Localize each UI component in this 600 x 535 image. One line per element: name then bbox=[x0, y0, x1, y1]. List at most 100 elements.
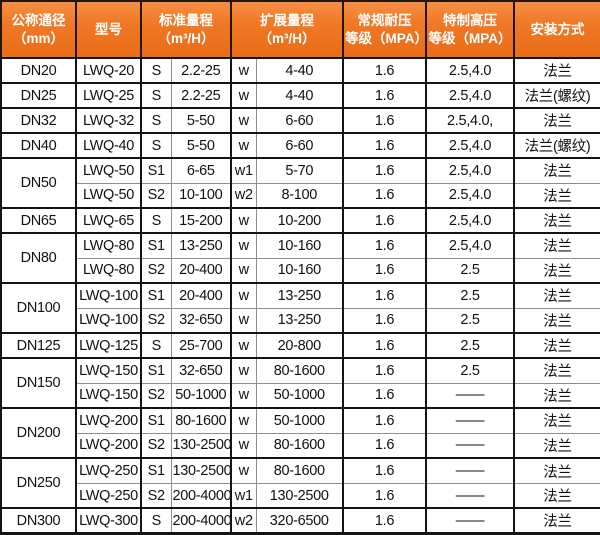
cell-normal-pressure: 1.6 bbox=[342, 207, 427, 234]
cell-high-pressure: 2.5 bbox=[425, 357, 515, 384]
cell-ext-range: 80-1600 bbox=[255, 432, 344, 459]
cell-high-pressure: —— bbox=[425, 407, 515, 434]
cell-ext-range: 10-160 bbox=[255, 232, 344, 259]
cell-std-range: 50-1000 bbox=[170, 382, 232, 409]
cell-std-code: S2 bbox=[140, 307, 172, 334]
cell-std-range: 5-50 bbox=[170, 132, 232, 159]
table-row: DN200 LWQ-200 S1 80-1600 w 50-1000 1.6 —— 法兰 bbox=[0, 407, 600, 459]
cell-high-pressure: 2.5,4.0 bbox=[425, 232, 515, 259]
cell-ext-range: 80-1600 bbox=[255, 457, 344, 484]
cell-diameter: DN200 bbox=[0, 407, 77, 459]
cell-ext-code: w bbox=[230, 357, 257, 384]
cell-model: LWQ-150 bbox=[75, 357, 142, 384]
cell-installation: 法兰 bbox=[513, 482, 600, 509]
cell-ext-code: w bbox=[230, 232, 257, 259]
cell-installation: 法兰 bbox=[513, 56, 600, 84]
table-body: DN20 LWQ-20 S 2.2-25 w 4-40 1.6 2.5,4.0 法兰 DN25 LW… bbox=[0, 56, 600, 535]
table-header: 公称通径 （mm） 型号 标准量程 （m³/H） 扩展量程 （m³/H） 常规耐压 等级… bbox=[0, 0, 600, 59]
cell-std-code: S bbox=[140, 332, 172, 359]
cell-ext-code: w bbox=[230, 307, 257, 334]
cell-std-code: S bbox=[140, 107, 172, 134]
cell-high-pressure: 2.5 bbox=[425, 307, 515, 334]
cell-std-range: 25-700 bbox=[170, 332, 232, 359]
cell-std-code: S1 bbox=[140, 357, 172, 384]
cell-ext-range: 6-60 bbox=[255, 132, 344, 159]
table-row: LWQ-80 S2 20-400 w 10-160 1.6 2.5 法兰 bbox=[1, 257, 600, 284]
cell-ext-range: 50-1000 bbox=[255, 382, 344, 409]
cell-ext-range: 6-60 bbox=[255, 107, 344, 134]
cell-std-range: 32-650 bbox=[170, 307, 232, 334]
cell-high-pressure: 2.5,4.0 bbox=[425, 207, 515, 234]
cell-ext-range: 8-100 bbox=[255, 182, 344, 209]
cell-model: LWQ-80 bbox=[75, 257, 142, 284]
cell-high-pressure: 2.5,4.0 bbox=[425, 157, 515, 184]
cell-std-range: 20-400 bbox=[170, 282, 232, 309]
cell-ext-code: w1 bbox=[230, 482, 257, 509]
header-installation: 安装方式 bbox=[513, 0, 600, 59]
cell-high-pressure: 2.5 bbox=[425, 332, 515, 359]
cell-std-range: 2.2-25 bbox=[170, 56, 232, 84]
header-high_pressure: 特制高压 等级（MPA） bbox=[425, 0, 515, 59]
cell-std-code: S1 bbox=[140, 457, 172, 484]
table-row: DN300 LWQ-300 S 200-4000 w2 320-6500 1.6 —— 法兰 bbox=[0, 507, 600, 535]
cell-std-code: S2 bbox=[140, 257, 172, 284]
cell-installation: 法兰 bbox=[513, 207, 600, 234]
cell-normal-pressure: 1.6 bbox=[342, 82, 427, 109]
cell-std-code: S bbox=[140, 507, 172, 535]
table-row: DN40 LWQ-40 S 5-50 w 6-60 1.6 2.5,4.0 法兰(螺纹) bbox=[0, 132, 600, 159]
cell-diameter: DN300 bbox=[0, 507, 77, 535]
cell-high-pressure: 2.5,4.0 bbox=[425, 56, 515, 84]
header-diameter: 公称通径 （mm） bbox=[0, 0, 77, 59]
cell-model: LWQ-125 bbox=[75, 332, 142, 359]
cell-diameter: DN40 bbox=[0, 132, 77, 159]
cell-high-pressure: 2.5,4.0 bbox=[425, 82, 515, 109]
cell-ext-code: w bbox=[230, 332, 257, 359]
table-row: DN100 LWQ-100 S1 20-400 w 13-250 1.6 2.5 法兰 bbox=[0, 282, 600, 334]
cell-high-pressure: —— bbox=[425, 457, 515, 484]
cell-installation: 法兰 bbox=[513, 382, 600, 409]
cell-ext-range: 4-40 bbox=[255, 82, 344, 109]
cell-normal-pressure: 1.6 bbox=[342, 482, 427, 509]
cell-normal-pressure: 1.6 bbox=[342, 507, 427, 535]
cell-ext-code: w bbox=[230, 257, 257, 284]
cell-std-range: 15-200 bbox=[170, 207, 232, 234]
cell-std-range: 200-4000 bbox=[170, 507, 232, 535]
table-row: LWQ-50 S2 10-100 w2 8-100 1.6 2.5,4.0 法兰 bbox=[1, 182, 600, 209]
cell-std-code: S bbox=[140, 132, 172, 159]
table-row: DN125 LWQ-125 S 25-700 w 20-800 1.6 2.5 法兰 bbox=[0, 332, 600, 359]
cell-std-code: S1 bbox=[140, 407, 172, 434]
cell-normal-pressure: 1.6 bbox=[342, 432, 427, 459]
cell-model: LWQ-32 bbox=[75, 107, 142, 134]
cell-high-pressure: 2.5,4.0 bbox=[425, 132, 515, 159]
cell-normal-pressure: 1.6 bbox=[342, 457, 427, 484]
cell-diameter: DN65 bbox=[0, 207, 77, 234]
cell-ext-code: w bbox=[230, 56, 257, 84]
cell-ext-code: w bbox=[230, 82, 257, 109]
cell-model: LWQ-100 bbox=[75, 307, 142, 334]
cell-ext-range: 13-250 bbox=[255, 307, 344, 334]
cell-installation: 法兰 bbox=[513, 307, 600, 334]
cell-diameter: DN32 bbox=[0, 107, 77, 134]
cell-ext-code: w bbox=[230, 382, 257, 409]
cell-std-range: 2.2-25 bbox=[170, 82, 232, 109]
cell-diameter: DN100 bbox=[0, 282, 77, 334]
cell-model: LWQ-200 bbox=[75, 407, 142, 434]
cell-std-code: S bbox=[140, 207, 172, 234]
cell-high-pressure: —— bbox=[425, 482, 515, 509]
cell-model: LWQ-300 bbox=[75, 507, 142, 535]
cell-normal-pressure: 1.6 bbox=[342, 307, 427, 334]
cell-std-code: S1 bbox=[140, 232, 172, 259]
cell-model: LWQ-20 bbox=[75, 56, 142, 84]
cell-model: LWQ-40 bbox=[75, 132, 142, 159]
cell-diameter: DN250 bbox=[0, 457, 77, 509]
cell-installation: 法兰(螺纹) bbox=[513, 132, 600, 159]
cell-std-range: 20-400 bbox=[170, 257, 232, 284]
cell-ext-code: w bbox=[230, 207, 257, 234]
cell-normal-pressure: 1.6 bbox=[342, 382, 427, 409]
table-row: DN25 LWQ-25 S 2.2-25 w 4-40 1.6 2.5,4.0 法兰(螺纹) bbox=[0, 82, 600, 109]
cell-diameter: DN50 bbox=[0, 157, 77, 209]
cell-high-pressure: —— bbox=[425, 432, 515, 459]
cell-installation: 法兰 bbox=[513, 232, 600, 259]
cell-high-pressure: —— bbox=[425, 382, 515, 409]
